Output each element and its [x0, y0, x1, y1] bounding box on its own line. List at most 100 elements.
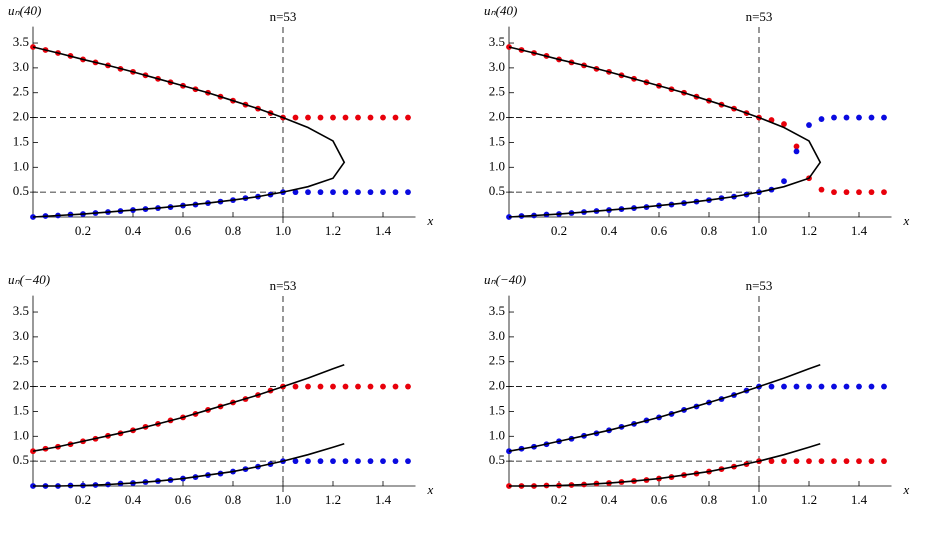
y-tick-label: 1.0: [13, 427, 29, 442]
data-point: [330, 383, 336, 390]
x-tick-label: 0.2: [75, 223, 91, 238]
y-tick-label: 2.5: [489, 353, 505, 368]
x-tick-label: 0.2: [551, 492, 567, 507]
curve: [509, 442, 821, 487]
data-point: [793, 383, 800, 390]
y-tick-label: 1.5: [489, 133, 505, 148]
y-axis-label: uₙ(40): [8, 3, 41, 18]
x-axis-label: x: [427, 482, 434, 497]
y-tick-label: 3.0: [489, 59, 505, 74]
data-point: [793, 143, 800, 150]
x-tick-label: 1.2: [801, 223, 817, 238]
data-point: [317, 114, 324, 121]
data-point: [856, 383, 862, 390]
x-tick-label: 1.4: [851, 223, 868, 238]
data-point: [768, 383, 775, 390]
data-point: [305, 114, 311, 121]
x-tick-label: 1.4: [851, 492, 868, 507]
x-tick-label: 0.6: [651, 223, 668, 238]
y-axis-label: uₙ(40): [484, 3, 517, 18]
curve: [33, 442, 345, 487]
annotation: n=53: [270, 278, 297, 293]
y-tick-label: 1.5: [489, 402, 505, 417]
data-point: [856, 114, 862, 121]
data-point: [367, 458, 374, 465]
data-point: [367, 114, 374, 121]
data-point: [781, 383, 787, 390]
data-point: [305, 458, 311, 465]
data-point: [818, 116, 825, 122]
y-tick-label: 3.0: [13, 59, 29, 74]
data-point: [392, 189, 399, 196]
y-axis-label: uₙ(−40): [484, 272, 526, 287]
x-axis-label: x: [427, 213, 434, 228]
data-point: [843, 458, 850, 465]
data-point: [818, 186, 825, 193]
data-point: [405, 189, 411, 196]
x-tick-label: 0.2: [551, 223, 567, 238]
x-tick-label: 0.4: [125, 492, 142, 507]
data-point: [881, 114, 887, 121]
y-tick-label: 0.5: [489, 183, 505, 198]
x-tick-label: 0.8: [701, 492, 717, 507]
x-tick-label: 0.2: [75, 492, 91, 507]
x-tick-label: 0.4: [125, 223, 142, 238]
data-point: [768, 458, 775, 465]
data-point: [330, 189, 336, 196]
data-point: [367, 189, 374, 196]
data-point: [831, 114, 837, 121]
data-point: [355, 383, 361, 390]
data-point: [292, 458, 299, 465]
data-point: [355, 189, 361, 196]
y-tick-label: 1.5: [13, 133, 29, 148]
x-tick-label: 1.2: [325, 492, 341, 507]
data-point: [380, 383, 386, 390]
x-axis-label: x: [903, 213, 910, 228]
y-tick-label: 1.0: [13, 158, 29, 173]
data-point: [856, 458, 862, 465]
x-tick-label: 0.8: [225, 492, 241, 507]
x-tick-label: 1.4: [375, 492, 392, 507]
data-point: [305, 383, 311, 390]
data-point: [380, 114, 386, 121]
data-point: [292, 189, 299, 196]
y-tick-label: 2.5: [489, 84, 505, 99]
y-tick-label: 2.0: [13, 109, 29, 124]
x-tick-label: 1.0: [275, 492, 291, 507]
y-tick-label: 2.5: [13, 353, 29, 368]
y-tick-label: 2.0: [489, 109, 505, 124]
data-point: [342, 458, 349, 465]
y-tick-label: 2.5: [13, 84, 29, 99]
y-tick-label: 2.0: [13, 378, 29, 393]
data-point: [843, 114, 850, 121]
data-point: [405, 383, 411, 390]
data-point: [392, 114, 399, 121]
x-tick-label: 1.4: [375, 223, 392, 238]
data-point: [793, 148, 800, 155]
data-point: [843, 383, 850, 390]
data-point: [881, 383, 887, 390]
data-point: [367, 383, 374, 390]
annotation: n=53: [270, 9, 297, 24]
data-point: [868, 189, 875, 196]
x-tick-label: 1.0: [275, 223, 291, 238]
x-axis-label: x: [903, 482, 910, 497]
data-point: [881, 458, 887, 465]
data-point: [806, 122, 812, 128]
data-point: [793, 458, 800, 465]
data-point: [342, 189, 349, 196]
x-tick-label: 0.8: [225, 223, 241, 238]
y-tick-label: 2.0: [489, 378, 505, 393]
x-tick-label: 0.4: [601, 223, 618, 238]
data-point: [781, 458, 787, 465]
curve: [508, 46, 822, 218]
data-point: [856, 189, 862, 196]
data-point: [355, 114, 361, 121]
x-tick-label: 0.6: [175, 492, 192, 507]
data-point: [292, 383, 299, 390]
y-tick-label: 3.5: [489, 303, 505, 318]
data-point: [831, 189, 837, 196]
data-point: [868, 458, 875, 465]
data-point: [292, 114, 299, 121]
